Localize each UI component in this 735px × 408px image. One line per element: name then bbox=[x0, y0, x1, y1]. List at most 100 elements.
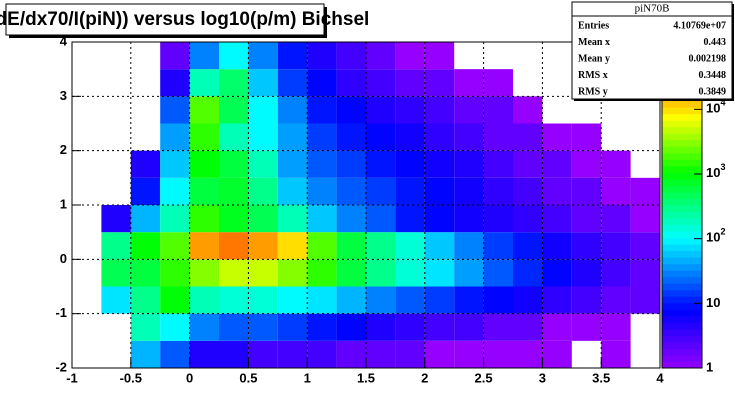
colorbar-slice bbox=[662, 328, 702, 336]
x-tick-label: 0 bbox=[186, 370, 193, 385]
heatmap-cell bbox=[248, 150, 278, 178]
heatmap-cell bbox=[366, 177, 396, 205]
heatmap-cell bbox=[277, 177, 308, 205]
heatmap-cell bbox=[513, 123, 543, 151]
colorbar-slice bbox=[662, 205, 702, 213]
heatmap-cell bbox=[454, 259, 484, 287]
heatmap-cell bbox=[513, 96, 543, 124]
heatmap-cell bbox=[366, 123, 396, 151]
heatmap-cell bbox=[571, 313, 602, 341]
heatmap-cell bbox=[130, 259, 161, 287]
heatmap-cell bbox=[542, 232, 572, 260]
heatmap-cell bbox=[366, 96, 396, 124]
heatmap-cell bbox=[366, 286, 396, 314]
colorbar-slice bbox=[662, 126, 702, 134]
colorbar-slice bbox=[662, 244, 702, 252]
heatmap-cell bbox=[601, 340, 631, 368]
heatmap-cell bbox=[307, 259, 337, 287]
heatmap-cell bbox=[395, 42, 425, 70]
heatmap-cell bbox=[601, 286, 631, 314]
colorbar-tick-base: 10 bbox=[706, 101, 720, 116]
heatmap-cell bbox=[248, 123, 278, 151]
heatmap-cell bbox=[189, 313, 219, 341]
heatmap-cell bbox=[454, 313, 484, 341]
heatmap-cell bbox=[395, 232, 425, 260]
heatmap-cell bbox=[336, 150, 366, 178]
colorbar-slice bbox=[662, 133, 702, 141]
colorbar-tick-base: 10 bbox=[706, 165, 720, 180]
heatmap-cell bbox=[160, 313, 190, 341]
heatmap-cell bbox=[454, 232, 484, 260]
heatmap-cell bbox=[513, 205, 543, 233]
colorbar-slice bbox=[662, 113, 702, 121]
title-box bbox=[5, 3, 325, 36]
heatmap-cell bbox=[160, 123, 190, 151]
heatmap-cell bbox=[542, 123, 572, 151]
heatmap-cell bbox=[542, 205, 572, 233]
heatmap-cell bbox=[248, 340, 278, 368]
heatmap-cell bbox=[366, 69, 396, 97]
colorbar-slice bbox=[662, 100, 702, 108]
heatmap-cell bbox=[307, 286, 337, 314]
colorbar-tick-exponent: 4 bbox=[720, 98, 725, 108]
heatmap-cell bbox=[277, 150, 308, 178]
heatmap-cell bbox=[307, 205, 337, 233]
heatmap-cell bbox=[366, 42, 396, 70]
x-tick-label: 2.5 bbox=[475, 370, 493, 385]
heatmap-cell bbox=[248, 259, 278, 287]
x-tick-label: 4 bbox=[656, 370, 664, 385]
heatmap-cell bbox=[130, 313, 161, 341]
colorbar-slice bbox=[662, 283, 702, 291]
heatmap-cell bbox=[630, 259, 660, 287]
heatmap-cell bbox=[542, 286, 572, 314]
heatmap-cell bbox=[336, 232, 366, 260]
heatmap-cell bbox=[513, 286, 543, 314]
heatmap-cell bbox=[424, 259, 455, 287]
heatmap-cell bbox=[336, 340, 366, 368]
heatmap-cell bbox=[219, 286, 249, 314]
colorbar-slice bbox=[662, 354, 702, 362]
heatmap-cell bbox=[513, 259, 543, 287]
heatmap-cell bbox=[219, 96, 249, 124]
heatmap-cell bbox=[454, 177, 484, 205]
colorbar-slice bbox=[662, 270, 702, 278]
heatmap-cell bbox=[454, 286, 484, 314]
heatmap-cell bbox=[219, 123, 249, 151]
heatmap-cell bbox=[307, 69, 337, 97]
heatmap-cell bbox=[101, 205, 131, 233]
heatmap-cell bbox=[336, 69, 366, 97]
heatmap-cell bbox=[395, 259, 425, 287]
heatmap-cell bbox=[160, 177, 190, 205]
colorbar-slice bbox=[662, 309, 702, 317]
x-tick-label: -1 bbox=[66, 370, 78, 385]
heatmap-cell bbox=[454, 96, 484, 124]
heatmap-cell bbox=[366, 150, 396, 178]
heatmap-cell bbox=[160, 150, 190, 178]
x-tick-label: -0.5 bbox=[120, 370, 142, 385]
heatmap-cell bbox=[307, 340, 337, 368]
y-tick-label: 0 bbox=[60, 251, 67, 266]
heatmap-cell bbox=[395, 69, 425, 97]
heatmap-cell bbox=[601, 150, 631, 178]
heatmap-cell bbox=[336, 313, 366, 341]
heatmap-cell bbox=[630, 177, 660, 205]
colorbar-slice bbox=[662, 152, 702, 160]
colorbar-slice bbox=[662, 185, 702, 193]
heatmap-cell bbox=[101, 232, 131, 260]
heatmap-cell bbox=[336, 286, 366, 314]
heatmap-cell bbox=[189, 259, 219, 287]
heatmap-cell bbox=[483, 232, 513, 260]
heatmap-cell bbox=[336, 42, 366, 70]
heatmap-cell bbox=[189, 69, 219, 97]
heatmap-cell bbox=[160, 96, 190, 124]
x-tick-label: 3 bbox=[539, 370, 546, 385]
heatmap-cell bbox=[542, 177, 572, 205]
stats-label: RMS x bbox=[578, 70, 608, 81]
heatmap-cell bbox=[189, 123, 219, 151]
heatmap-cell bbox=[189, 150, 219, 178]
heatmap-cell bbox=[189, 232, 219, 260]
heatmap-cell bbox=[483, 286, 513, 314]
heatmap-cell bbox=[189, 286, 219, 314]
heatmap-cell bbox=[307, 42, 337, 70]
